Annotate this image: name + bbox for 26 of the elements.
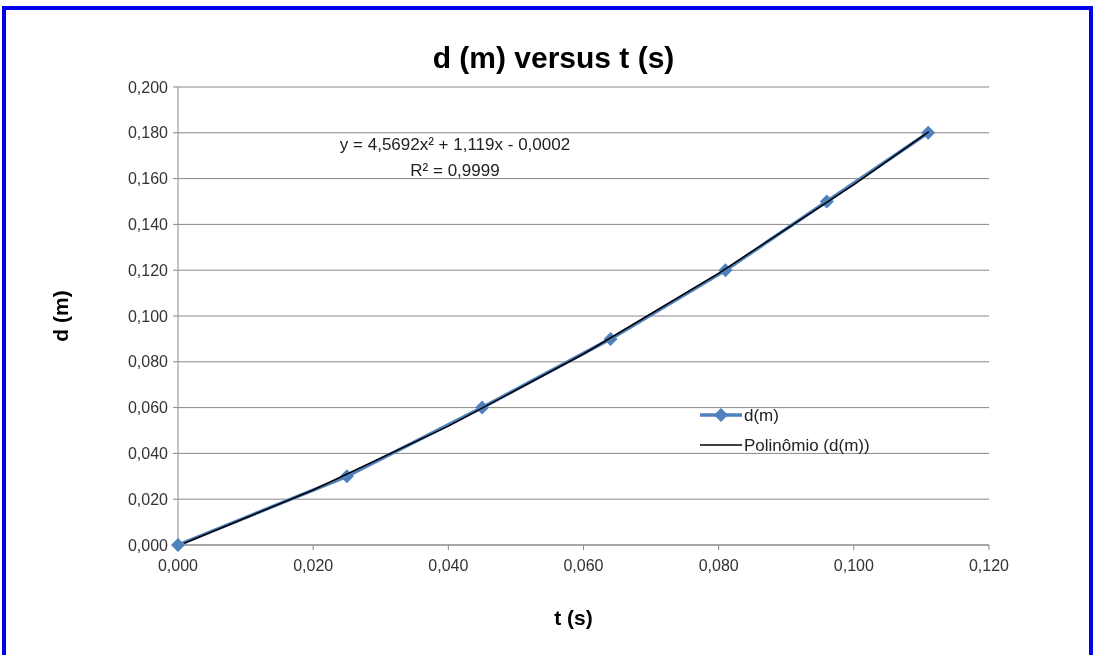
y-tick-label: 0,020 <box>127 490 169 508</box>
y-axis-title: d (m) <box>49 290 72 342</box>
legend-label: d(m) <box>744 405 779 425</box>
annotation: R² = 0,9999 <box>410 161 500 180</box>
y-tick-label: 0,120 <box>127 261 169 279</box>
y-tick-label: 0,060 <box>127 399 169 417</box>
y-tick-label: 0,160 <box>127 170 169 188</box>
y-tick-label: 0,080 <box>127 353 169 371</box>
y-tick-label: 0,140 <box>127 216 169 233</box>
x-axis-title: t (s) <box>554 606 593 629</box>
annotation: y = 4,5692x² + 1,119x - 0,0002 <box>339 135 571 154</box>
y-tick-label: 0,000 <box>127 536 169 554</box>
y-tick-label: 0,100 <box>127 307 169 325</box>
x-tick-label: 0,040 <box>428 557 469 574</box>
y-tick-label: 0,040 <box>127 445 169 462</box>
x-tick-label: 0,100 <box>833 557 874 574</box>
x-tick-label: 0,120 <box>968 557 1010 574</box>
chart-title: d (m) versus t (s) <box>432 41 675 74</box>
legend-label: Polinômio (d(m)) <box>744 435 870 455</box>
y-tick-label: 0,180 <box>127 124 169 142</box>
x-tick-label: 0,020 <box>293 557 334 574</box>
x-tick-label: 0,000 <box>157 557 199 574</box>
point <box>171 538 185 552</box>
y-tick-label: 0,200 <box>127 78 169 96</box>
x-tick-label: 0,080 <box>698 557 739 574</box>
x-tick-label: 0,060 <box>563 557 604 574</box>
